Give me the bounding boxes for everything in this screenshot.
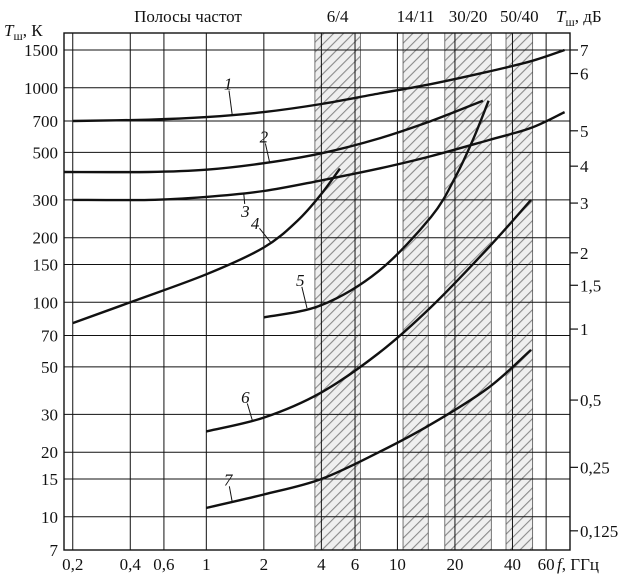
y-tick-label: 10 bbox=[41, 508, 58, 527]
series-line-7 bbox=[206, 348, 532, 510]
x-tick-label: 0,4 bbox=[120, 555, 142, 574]
frequency-bands: 6/4 14/11 30/20 50/40 bbox=[314, 7, 539, 551]
y2-tick-label: 1 bbox=[580, 320, 589, 339]
series-line-1 bbox=[72, 48, 565, 123]
series-line-6 bbox=[206, 199, 532, 433]
chart-title: Полосы частот bbox=[134, 7, 242, 26]
curve-label: 2 bbox=[260, 128, 269, 147]
curve-label-leader bbox=[264, 143, 271, 163]
right-axis-tick-labels: 7 6 5 4 3 2 1,5 1 0,5 0,25 0,125 bbox=[580, 41, 618, 541]
y-tick-label: 700 bbox=[33, 112, 59, 131]
y-tick-label: 100 bbox=[33, 293, 59, 312]
y-tick-label: 30 bbox=[41, 405, 58, 424]
x-tick-label: 4 bbox=[317, 555, 326, 574]
x-tick-label: 60 bbox=[538, 555, 555, 574]
curve-number-labels: 1 2 34 5 6 7 bbox=[224, 75, 308, 502]
curve-label-leader bbox=[246, 403, 253, 421]
y-tick-label: 200 bbox=[33, 229, 59, 248]
band-area bbox=[402, 32, 429, 551]
band-label: 30/20 bbox=[449, 7, 488, 26]
series-curves bbox=[63, 48, 566, 510]
band-area bbox=[444, 32, 492, 551]
x-gridlines bbox=[72, 33, 547, 550]
x-axis-symbol: f bbox=[557, 555, 564, 574]
band-label: 14/11 bbox=[397, 7, 435, 26]
curve-label: 6 bbox=[241, 388, 250, 407]
y-tick-label: 70 bbox=[41, 326, 58, 345]
y-tick-label: 500 bbox=[33, 143, 59, 162]
y2-tick-label: 6 bbox=[580, 65, 589, 84]
y-tick-label: 7 bbox=[50, 541, 59, 560]
y2-tick-label: 2 bbox=[580, 244, 589, 263]
curve-label: 3 bbox=[240, 202, 250, 221]
y-axis-right-symbol: T bbox=[556, 7, 567, 26]
y2-tick-label: 4 bbox=[580, 157, 589, 176]
y2-tick-label: 0,5 bbox=[580, 391, 601, 410]
x-tick-label: 6 bbox=[351, 555, 360, 574]
y-tick-labels: 7 10 15 20 30 50 70 100 150 200 300 500 700 1000 1500 bbox=[24, 41, 59, 560]
curve-label-leader bbox=[243, 193, 246, 204]
series-line-4 bbox=[72, 167, 341, 325]
y-tick-label: 15 bbox=[41, 470, 58, 489]
curve-label: 4 bbox=[251, 214, 260, 233]
curve-label: 7 bbox=[224, 470, 234, 489]
y-tick-label: 1500 bbox=[24, 41, 58, 60]
x-tick-label: 0,6 bbox=[153, 555, 174, 574]
series-line-2 bbox=[63, 99, 484, 174]
band-area bbox=[505, 32, 534, 551]
band-label: 50/40 bbox=[500, 7, 539, 26]
y-axis-left-symbol: T bbox=[4, 21, 15, 40]
y-axis-left-unit: , К bbox=[23, 21, 44, 40]
curve-label-leader bbox=[228, 486, 233, 502]
y-axis-title-right: Tш, дБ bbox=[556, 7, 602, 29]
curve-label-leader bbox=[259, 227, 271, 243]
y2-tick-label: 1,5 bbox=[580, 276, 601, 295]
y2-tick-label: 5 bbox=[580, 122, 589, 141]
band-label: 6/4 bbox=[327, 7, 349, 26]
curve-label: 1 bbox=[224, 75, 233, 94]
x-tick-label: 0,2 bbox=[62, 555, 83, 574]
x-tick-label: 10 bbox=[389, 555, 406, 574]
y2-tick-label: 0,25 bbox=[580, 458, 610, 477]
y-axis-title-left: Tш, К bbox=[4, 21, 43, 43]
curve-label: 5 bbox=[296, 271, 305, 290]
curve-label-leader bbox=[228, 90, 233, 115]
y2-tick-label: 0,125 bbox=[580, 522, 618, 541]
y-tick-label: 50 bbox=[41, 358, 58, 377]
x-tick-label: 40 bbox=[504, 555, 521, 574]
y-axis-left-subscript: ш bbox=[13, 29, 23, 43]
y-axis-right-subscript: ш bbox=[565, 15, 575, 29]
series-line-5 bbox=[263, 100, 490, 319]
series-line-3 bbox=[72, 111, 566, 202]
curve-label-leader bbox=[301, 286, 308, 309]
y-tick-label: 1000 bbox=[24, 79, 58, 98]
y2-tick-label: 3 bbox=[580, 194, 589, 213]
x-axis-title: f, ГГц bbox=[557, 555, 599, 574]
x-tick-label: 1 bbox=[202, 555, 211, 574]
y2-tick-label: 7 bbox=[580, 41, 589, 60]
plot-frame bbox=[63, 32, 571, 551]
x-tick-labels: 0,2 0,4 0,6 1 2 4 6 10 20 40 60 bbox=[62, 555, 555, 574]
y-tick-label: 300 bbox=[33, 191, 59, 210]
x-tick-label: 20 bbox=[446, 555, 463, 574]
y-tick-label: 20 bbox=[41, 443, 58, 462]
x-axis-unit: , ГГц bbox=[562, 555, 599, 574]
y-axis-right-unit: , дБ bbox=[575, 7, 602, 26]
y-tick-label: 150 bbox=[33, 255, 59, 274]
right-axis-ticks bbox=[570, 49, 578, 532]
x-tick-label: 2 bbox=[260, 555, 269, 574]
